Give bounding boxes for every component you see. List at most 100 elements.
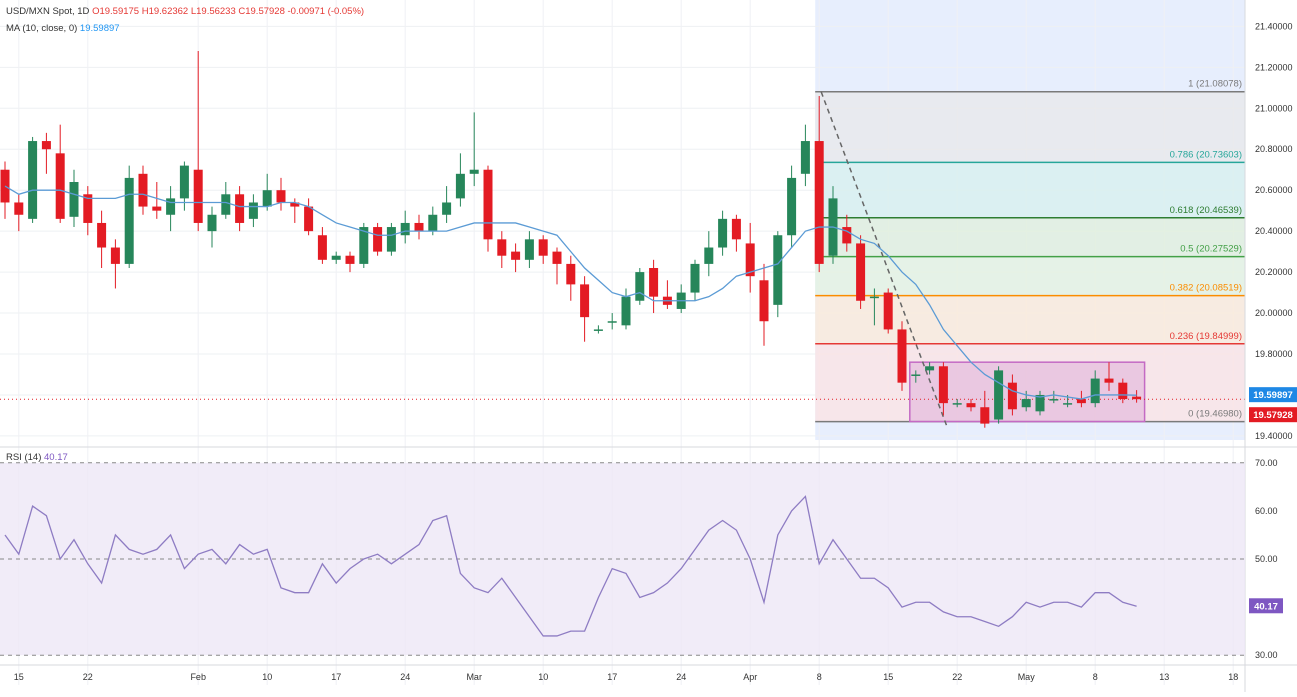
candle-body: [731, 218, 741, 240]
candle-body: [317, 235, 327, 260]
candle-body: [41, 141, 51, 150]
candle-body: [911, 374, 921, 376]
ma-legend-label: MA (10, close, 0): [6, 23, 78, 34]
rsi-line: [4, 495, 1137, 637]
time-tick-label: 13: [1159, 672, 1169, 682]
price-tick-label: 20.20000: [1255, 267, 1293, 277]
candle-body: [207, 214, 217, 232]
candle-body: [1021, 399, 1031, 408]
rsi-band: [0, 462, 1245, 656]
fib-level-label: 0.382 (20.08519): [1170, 283, 1242, 294]
price-tick-label: 21.40000: [1255, 21, 1293, 31]
candle-body: [621, 296, 631, 326]
time-tick-label: 17: [607, 672, 617, 682]
candle-body: [28, 141, 38, 219]
candle-body: [497, 239, 507, 256]
candle-body: [248, 202, 258, 219]
candle-body: [552, 251, 562, 264]
time-tick-label: 15: [883, 672, 893, 682]
candle-body: [110, 247, 120, 264]
rsi-legend-value: 40.17: [44, 452, 68, 463]
candle-body: [55, 153, 65, 219]
candle-body: [262, 190, 272, 207]
time-tick-label: 18: [1228, 672, 1238, 682]
rsi-tick-label: 60.00: [1255, 506, 1278, 516]
candle-body: [304, 206, 314, 232]
time-tick-label: May: [1018, 672, 1036, 682]
rsi-tick-label: 50.00: [1255, 554, 1278, 564]
candle-body: [290, 202, 300, 207]
candle-body: [593, 329, 603, 331]
candle-body: [166, 198, 176, 215]
time-tick-label: Mar: [466, 672, 482, 682]
candle-body: [566, 263, 576, 285]
time-tick-label: 10: [262, 672, 272, 682]
price-tick-label: 19.40000: [1255, 431, 1293, 441]
candle-body: [1049, 399, 1059, 401]
fib-zone: [815, 217, 1245, 257]
time-tick-label: Feb: [190, 672, 206, 682]
candle-body: [925, 366, 935, 371]
candle-body: [276, 190, 286, 203]
symbol-legend: USD/MXN Spot, 1D O19.59175 H19.62362 L19…: [6, 6, 364, 17]
candle-body: [773, 235, 783, 305]
candle-body: [14, 202, 24, 215]
candle-body: [856, 243, 866, 301]
candle-body: [869, 296, 879, 299]
time-tick-label: Apr: [743, 672, 757, 682]
candle-body: [1104, 378, 1114, 383]
candle-body: [124, 177, 134, 264]
candle-body: [704, 247, 714, 264]
fib-level-label: 0.786 (20.73603): [1170, 149, 1242, 160]
trend-dashed-line: [820, 91, 949, 428]
candle-body: [442, 202, 452, 215]
time-tick-label: 17: [331, 672, 341, 682]
candle-body: [331, 255, 341, 260]
candle-body: [1076, 399, 1086, 404]
ma-legend-value: 19.59897: [79, 23, 120, 34]
rsi-legend-label: RSI (14): [6, 452, 42, 463]
price-tick-label: 20.80000: [1255, 144, 1293, 154]
candle-body: [538, 239, 548, 256]
candle-body: [428, 214, 438, 232]
candle-body: [524, 239, 534, 260]
candle-body: [386, 227, 396, 252]
fib-zone: [815, 162, 1245, 218]
candle-body: [221, 194, 231, 215]
candle-body: [414, 222, 424, 232]
candle-body: [345, 255, 355, 264]
price-tick-label: 21.00000: [1255, 103, 1293, 113]
rsi-value-tag: [1249, 598, 1283, 614]
ohlc-readout: O19.59175 H19.62362 L19.56233 C19.57928 …: [92, 6, 365, 17]
candle-body: [1035, 394, 1045, 412]
candle-body: [152, 206, 162, 211]
time-tick-label: 10: [538, 672, 548, 682]
candle-body: [938, 366, 948, 404]
time-tick-label: 15: [14, 672, 24, 682]
candle-body: [980, 407, 990, 424]
fib-level-label: 0.618 (20.46539): [1170, 205, 1242, 216]
candle-body: [1118, 382, 1128, 400]
candle-body: [69, 182, 79, 217]
candle-body: [580, 284, 590, 318]
ma-legend: MA (10, close, 0) 19.59897: [6, 23, 120, 34]
rsi-legend: RSI (14) 40.17: [6, 452, 68, 463]
candle-body: [635, 272, 645, 301]
candle-body: [842, 227, 852, 244]
ma-price-tag: [1249, 387, 1297, 403]
candle-body: [400, 222, 410, 236]
candle-body: [800, 141, 810, 174]
candle-body: [193, 169, 203, 223]
candle-body: [787, 177, 797, 236]
symbol-title: USD/MXN Spot, 1D: [6, 6, 90, 17]
fib-level-label: 1 (21.08078): [1188, 79, 1242, 90]
candle-body: [1090, 378, 1100, 404]
candle-body: [607, 321, 617, 323]
candle-body: [718, 218, 728, 248]
candle-body: [469, 169, 479, 174]
candle-body: [483, 169, 493, 240]
candle-body: [179, 165, 189, 199]
candle-body: [97, 222, 107, 248]
candle-body: [690, 263, 700, 293]
